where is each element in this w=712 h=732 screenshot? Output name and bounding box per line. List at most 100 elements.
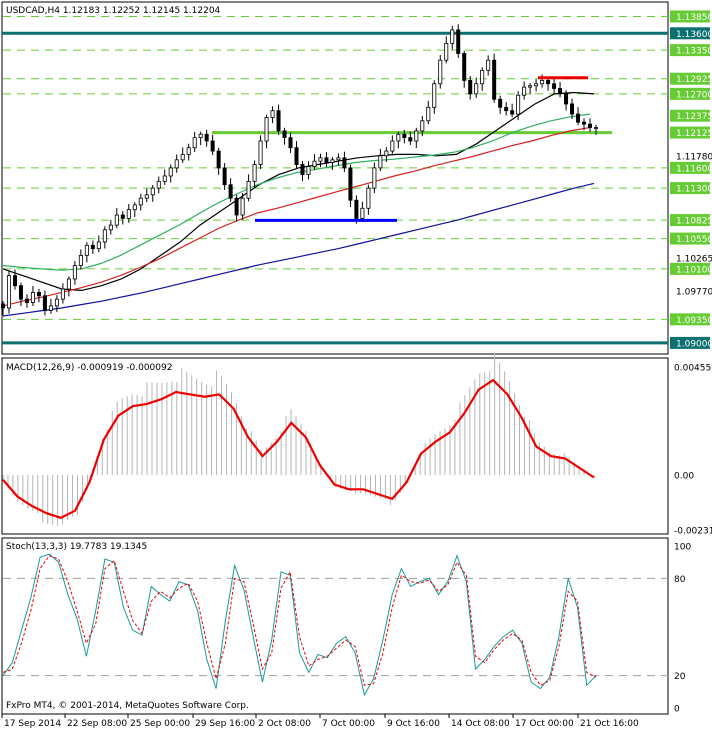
ma-line-green	[2, 113, 591, 271]
candle-body-20	[120, 214, 125, 219]
price-label-3: 1.12925	[676, 75, 712, 85]
ma-line-blue	[2, 182, 595, 317]
macd-tick-0: 0.004552	[674, 364, 712, 374]
stoch-tick-3: 0	[674, 705, 680, 715]
candle-body-9	[54, 298, 59, 307]
candle-body-85	[510, 110, 515, 115]
candle-body-88	[528, 85, 533, 88]
candle-body-18	[108, 224, 113, 231]
candle-body-52	[312, 160, 317, 167]
candle-body-46	[276, 110, 281, 132]
price-label-9: 1.11300	[676, 185, 712, 195]
candle-body-40	[240, 197, 245, 216]
price-label-10: 1.10825	[676, 217, 712, 227]
macd-tick-2: -0.002313	[674, 527, 712, 537]
candle-body-22	[132, 204, 137, 211]
price-tag-bg-0	[670, 10, 710, 23]
candle-body-1	[6, 275, 11, 309]
price-tag-bg-9	[670, 182, 710, 195]
price-label-0: 1.13850	[676, 13, 712, 23]
price-label-1: 1.13600	[676, 30, 712, 40]
stoch-main-line	[2, 553, 597, 697]
time-label-2: 25 Sep 00:00	[130, 719, 190, 729]
stoch-tick-0: 100	[674, 543, 691, 553]
macd-tick-1: 0.00	[674, 472, 694, 482]
candle-body-42	[252, 164, 257, 182]
stoch-tick-1: 80	[674, 575, 686, 585]
price-tag-bg-10	[670, 214, 710, 227]
candle-body-4	[24, 298, 29, 303]
candle-body-58	[348, 167, 353, 201]
price-tag-bg-8	[670, 161, 710, 174]
time-label-5: 7 Oct 00:00	[322, 719, 375, 729]
candle-body-14	[84, 244, 89, 256]
candle-body-60	[360, 207, 365, 219]
candle-body-27	[162, 175, 167, 182]
candle-body-80	[480, 69, 485, 85]
candle-body-67	[402, 133, 407, 139]
price-label-15: 1.09350	[676, 316, 712, 326]
candle-body-77	[462, 53, 467, 81]
macd-panel: 0.004552 0.00 -0.002313	[1, 353, 712, 537]
candle-body-93	[558, 88, 563, 95]
candle-body-47	[282, 130, 287, 139]
candle-body-33	[198, 133, 203, 139]
time-label-8: 17 Oct 00:00	[515, 719, 574, 729]
candle-body-74	[444, 42, 449, 61]
candle-body-57	[342, 157, 347, 169]
candle-body-84	[504, 106, 509, 112]
candle-body-12	[72, 265, 77, 280]
candle-body-61	[366, 187, 371, 209]
candle-body-94	[564, 93, 569, 105]
candle-body-23	[138, 197, 143, 206]
candle-body-86	[516, 94, 521, 115]
candle-body-91	[546, 80, 551, 85]
candle-body-51	[306, 166, 311, 176]
candle-body-81	[486, 59, 491, 71]
time-axis: 17 Sep 2014 22 Sep 08:00 25 Sep 00:00 29 Se…	[1, 714, 639, 729]
price-tag-bg-1	[670, 27, 710, 40]
price-label-6: 1.12125	[676, 129, 712, 139]
price-panel: 1.13850 1.13600 1.13350 1.12925 1.12700 1.123…	[0, 1, 712, 355]
candle-body-48	[288, 137, 293, 149]
price-label-4: 1.12700	[676, 90, 712, 100]
candle-body-54	[324, 157, 329, 163]
candle-body-75	[450, 29, 455, 44]
candle-body-6	[36, 292, 41, 297]
copyright-text: FxPro MT4, © 2001-2014, MetaQuotes Softw…	[6, 701, 249, 711]
price-label-8: 1.11600	[676, 164, 712, 174]
candle-body-32	[192, 137, 197, 149]
candle-body-16	[96, 241, 101, 250]
candle-body-50	[300, 164, 305, 176]
candle-body-43	[258, 140, 263, 165]
time-label-9: 21 Oct 16:00	[580, 719, 639, 729]
price-tag-bg-6	[670, 126, 710, 139]
candle-body-62	[372, 167, 377, 189]
time-label-7: 14 Oct 08:00	[451, 719, 510, 729]
candle-body-76	[456, 29, 461, 54]
price-tag-bg-3	[670, 72, 710, 85]
time-label-1: 22 Sep 08:00	[67, 719, 127, 729]
candle-body-34	[204, 133, 209, 142]
price-tag-bg-2	[670, 44, 710, 57]
price-tag-bg-15	[670, 313, 710, 326]
time-label-6: 9 Oct 16:00	[387, 719, 440, 729]
price-label-13: 1.10100	[676, 265, 712, 275]
candle-body-8	[48, 305, 53, 311]
candle-body-70	[420, 120, 425, 132]
candle-body-78	[468, 80, 473, 95]
candle-body-39	[234, 197, 239, 216]
time-label-4: 2 Oct 08:00	[258, 719, 311, 729]
macd-axis-labels: 0.004552 0.00 -0.002313	[674, 364, 712, 537]
candle-body-37	[222, 167, 227, 186]
price-axis-labels: 1.13850 1.13600 1.13350 1.12925 1.12700 1.123…	[670, 10, 712, 349]
price-label-2: 1.13350	[676, 47, 712, 57]
candle-body-72	[432, 83, 437, 108]
time-label-0: 17 Sep 2014	[4, 719, 61, 729]
trend-segments	[255, 76, 588, 222]
candle-body-95	[570, 103, 575, 115]
candle-body-49	[294, 147, 299, 165]
candle-body-35	[210, 140, 215, 152]
candle-body-10	[60, 288, 65, 300]
